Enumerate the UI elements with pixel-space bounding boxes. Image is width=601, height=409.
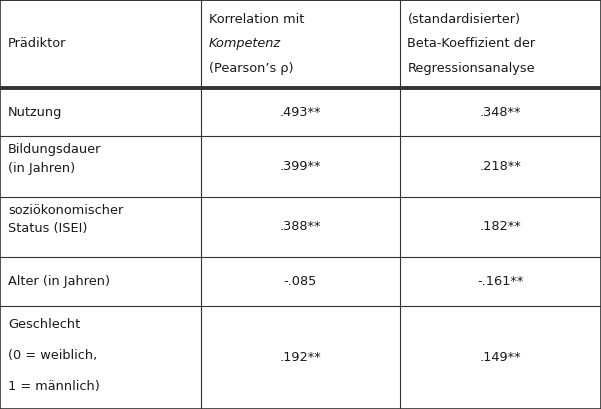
Text: (0 = weiblich,: (0 = weiblich, xyxy=(8,349,97,362)
Text: Regressionsanalyse: Regressionsanalyse xyxy=(407,62,535,75)
Text: 1 = männlich): 1 = männlich) xyxy=(8,380,100,393)
Text: Alter (in Jahren): Alter (in Jahren) xyxy=(8,275,110,288)
Text: .388**: .388** xyxy=(279,220,322,234)
Text: (standardisierter): (standardisierter) xyxy=(407,13,520,26)
Text: .149**: .149** xyxy=(480,351,521,364)
Text: Korrelation mit: Korrelation mit xyxy=(209,13,305,26)
Text: -.161**: -.161** xyxy=(477,275,523,288)
Text: .182**: .182** xyxy=(480,220,521,234)
Text: (in Jahren): (in Jahren) xyxy=(8,162,75,175)
Text: -.085: -.085 xyxy=(284,275,317,288)
Text: .218**: .218** xyxy=(480,160,521,173)
Text: .399**: .399** xyxy=(279,160,322,173)
Text: .348**: .348** xyxy=(480,106,521,119)
Text: (Pearson’s ρ): (Pearson’s ρ) xyxy=(209,62,294,75)
Text: Geschlecht: Geschlecht xyxy=(8,318,80,331)
Text: Prädiktor: Prädiktor xyxy=(8,38,66,50)
Text: Nutzung: Nutzung xyxy=(8,106,62,119)
Text: Kompetenz: Kompetenz xyxy=(209,38,281,50)
Text: Bildungsdauer: Bildungsdauer xyxy=(8,144,101,157)
Text: Status (ISEI): Status (ISEI) xyxy=(8,222,87,235)
Text: .192**: .192** xyxy=(279,351,322,364)
Text: Beta-Koeffizient der: Beta-Koeffizient der xyxy=(407,38,535,50)
Text: soziökonomischer: soziökonomischer xyxy=(8,204,123,217)
Text: .493**: .493** xyxy=(279,106,322,119)
